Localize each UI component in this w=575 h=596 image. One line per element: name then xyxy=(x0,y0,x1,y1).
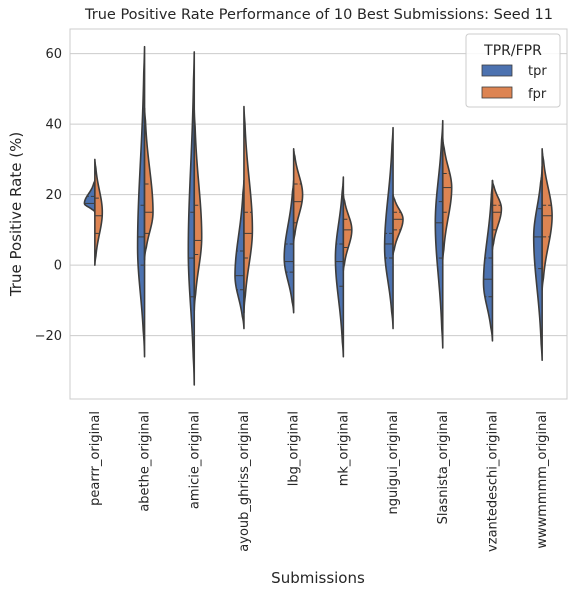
x-tick-label: mk_original xyxy=(336,411,351,486)
legend-title: TPR/FPR xyxy=(483,43,542,59)
y-tick-label: 0 xyxy=(54,259,62,274)
violin-fpr-pearrr_original xyxy=(94,158,104,266)
violin-fpr-vzantedeschi_original xyxy=(491,179,503,251)
legend-swatch-tpr xyxy=(481,64,513,77)
y-axis-title: True Positive Rate (%) xyxy=(7,132,25,297)
violin-tpr-amicie_original xyxy=(187,51,196,386)
x-tick-label: amicie_original xyxy=(187,411,202,509)
violin-tpr-lbg_original xyxy=(283,179,295,314)
violin-tpr-vzantedeschi_original xyxy=(482,179,494,342)
x-tick-label: pearrr_original xyxy=(88,411,103,506)
violin-fpr-mk_original xyxy=(342,193,353,272)
chart-title: True Positive Rate Performance of 10 Bes… xyxy=(84,7,553,23)
y-tick-labels: −20 0 20 40 60 xyxy=(35,47,62,344)
x-tick-label: lbg_original xyxy=(287,411,302,486)
violin-fpr-ayoub_ghriss_original xyxy=(243,105,254,314)
violin-fpr-wwwmmmm_original xyxy=(541,148,553,291)
x-tick-labels: pearrr_original abethe_original amicie_ori… xyxy=(88,411,550,552)
y-tick-label: 40 xyxy=(45,118,62,133)
y-tick-label: 60 xyxy=(45,47,62,62)
x-tick-label: Slasnista_original xyxy=(436,411,451,524)
x-tick-label: abethe_original xyxy=(138,411,153,512)
violin-tpr-mk_original xyxy=(334,176,345,358)
violin-fpr-nguigui_original xyxy=(392,193,404,256)
legend-swatch-fpr xyxy=(481,86,513,99)
x-tick-label: wwwmmmm_original xyxy=(535,411,550,549)
legend-label-fpr: fpr xyxy=(528,87,547,102)
violin-tpr-wwwmmmm_original xyxy=(532,165,543,362)
violin-fpr-abethe_original xyxy=(143,107,154,261)
legend-label-tpr: tpr xyxy=(528,64,547,79)
violin-tpr-ayoub_ghriss_original xyxy=(234,179,245,330)
x-tick-label: vzantedeschi_original xyxy=(485,411,500,552)
violins xyxy=(83,45,553,386)
violin-fpr-lbg_original xyxy=(292,148,304,243)
legend: TPR/FPR tpr fpr xyxy=(465,33,561,108)
violin-fpr-Slasnista_original xyxy=(441,137,453,261)
violin-tpr-nguigui_original xyxy=(383,126,394,330)
violin-tpr-Slasnista_original xyxy=(434,119,444,349)
violin-tpr-abethe_original xyxy=(136,45,146,358)
x-axis-title: Submissions xyxy=(271,569,365,587)
x-tick-label: ayoub_ghriss_original xyxy=(237,411,252,552)
y-tick-label: 20 xyxy=(45,188,62,203)
x-tick-label: nguigui_original xyxy=(386,411,401,515)
violin-fpr-amicie_original xyxy=(193,109,203,312)
y-tick-label: −20 xyxy=(35,329,62,344)
